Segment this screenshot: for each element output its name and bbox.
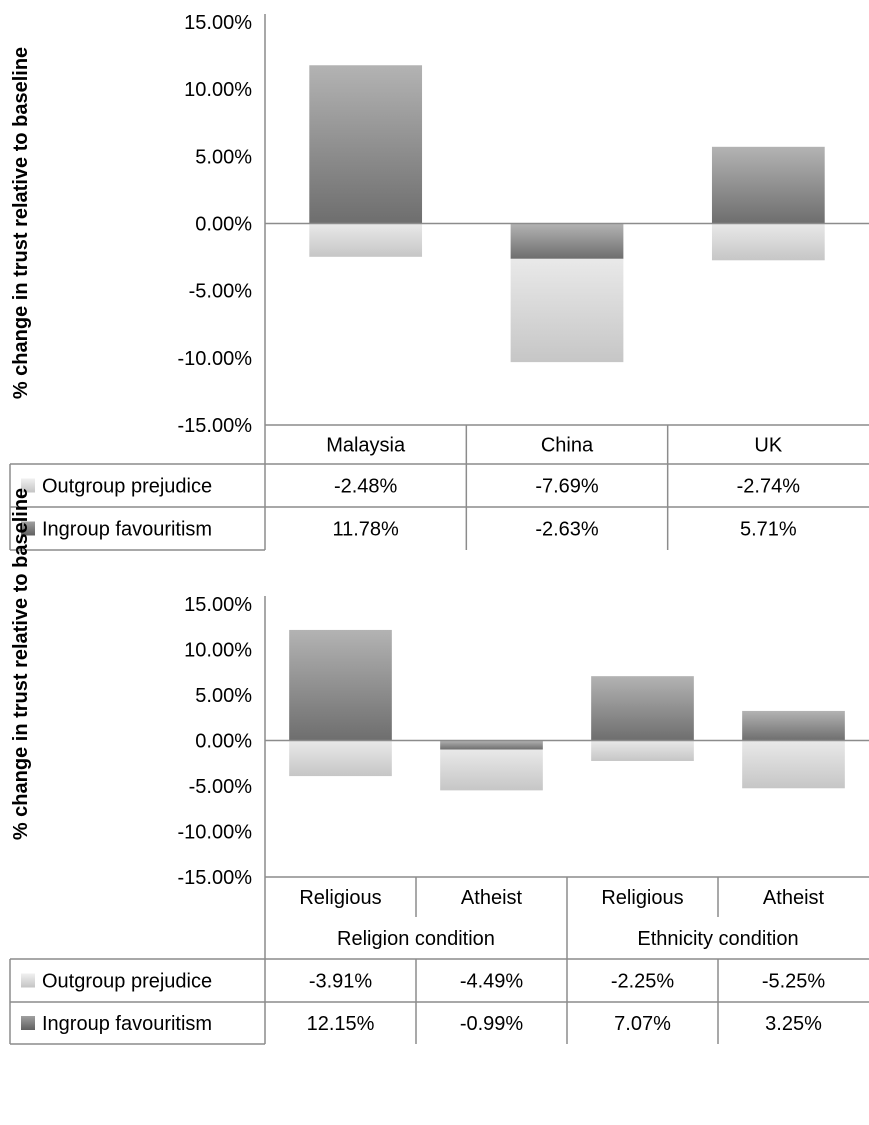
y-tick-label: 10.00% [184, 640, 252, 662]
group-label: Ethnicity condition [637, 928, 798, 950]
y-tick-label: 0.00% [195, 731, 252, 753]
bar-outgroup-prejudice [309, 223, 423, 257]
group-label: Religion condition [337, 928, 495, 950]
y-tick-label: -15.00% [178, 415, 253, 437]
data-label: -4.49% [460, 971, 524, 993]
y-axis-title: % change in trust relative to baseline [10, 488, 32, 840]
category-label: Atheist [461, 887, 523, 909]
data-label: 5.71% [740, 519, 797, 541]
bar-outgroup-prejudice [289, 740, 392, 777]
bar-ingroup-favouritism [309, 65, 423, 224]
y-axis-title: % change in trust relative to baseline [10, 47, 32, 399]
data-label: -2.74% [737, 476, 801, 498]
chart-top: 15.00% 10.00% 5.00% 0.00% -5.00% -10.00% -15.0… [9, 12, 869, 551]
y-tick-label: 15.00% [184, 594, 252, 616]
legend-label: Outgroup prejudice [42, 971, 212, 993]
bar-ingroup-favouritism [711, 146, 825, 224]
bar-ingroup-favouritism [510, 223, 624, 259]
data-label: -5.25% [762, 971, 826, 993]
data-label: -3.91% [309, 971, 373, 993]
legend-swatch-ingroup [21, 1016, 35, 1030]
category-label: UK [754, 435, 782, 457]
bar-outgroup-prejudice [711, 223, 825, 261]
legend-swatch-outgroup [21, 478, 35, 493]
legend-label: Ingroup favouritism [42, 519, 212, 541]
legend-label: Outgroup prejudice [42, 476, 212, 498]
bar-outgroup-prejudice [510, 258, 624, 363]
category-label: Religious [601, 887, 683, 909]
y-tick-label: -10.00% [178, 822, 253, 844]
y-tick-label: 0.00% [195, 214, 252, 236]
category-label: Malaysia [326, 435, 406, 457]
data-label: 7.07% [614, 1013, 671, 1035]
data-label: 12.15% [307, 1013, 375, 1035]
data-label: -7.69% [535, 476, 599, 498]
bar-ingroup-favouritism [591, 676, 694, 741]
legend-label: Ingroup favouritism [42, 1013, 212, 1035]
legend-swatch-ingroup [21, 521, 35, 536]
y-tick-label: 15.00% [184, 12, 252, 34]
bar-ingroup-favouritism [742, 710, 845, 741]
y-tick-label: -5.00% [189, 281, 253, 303]
data-label: -2.48% [334, 476, 398, 498]
y-tick-label: 5.00% [195, 146, 252, 168]
category-label: Atheist [763, 887, 825, 909]
category-label: China [541, 435, 594, 457]
data-label: -2.63% [535, 519, 599, 541]
y-tick-label: -5.00% [189, 776, 253, 798]
bar-ingroup-favouritism [289, 629, 392, 741]
y-tick-label: 5.00% [195, 685, 252, 707]
chart-bottom: 15.00% 10.00% 5.00% 0.00% -5.00% -10.00% -15.0… [9, 488, 869, 1045]
category-label: Religious [299, 887, 381, 909]
y-tick-label: -15.00% [178, 867, 253, 889]
data-label: -2.25% [611, 971, 675, 993]
bar-outgroup-prejudice [742, 740, 845, 789]
bar-outgroup-prejudice [440, 749, 543, 791]
y-tick-label: -10.00% [178, 348, 253, 370]
data-label: 11.78% [332, 519, 399, 541]
y-tick-label: 10.00% [184, 79, 252, 101]
data-label: -0.99% [460, 1013, 524, 1035]
data-label: 3.25% [765, 1013, 822, 1035]
legend-swatch-outgroup [21, 973, 35, 988]
bar-outgroup-prejudice [591, 740, 694, 761]
bar-ingroup-favouritism [440, 740, 543, 750]
